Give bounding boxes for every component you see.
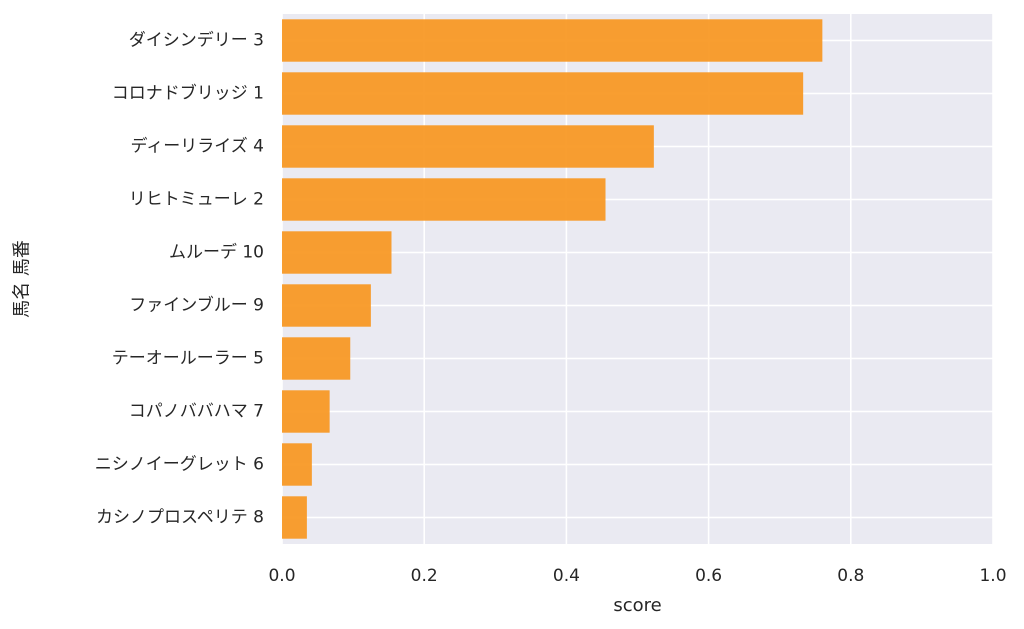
y-tick-label: ファインブルー 9 (129, 295, 264, 316)
bar (282, 72, 804, 115)
y-tick-label: コロナドブリッジ 1 (112, 83, 264, 104)
x-tick-label: 0.6 (695, 566, 722, 586)
x-axis-ticks: 0.0 0.2 0.4 0.6 0.8 1.0 (268, 566, 1006, 586)
y-tick-label: ディーリライズ 4 (130, 136, 264, 157)
bar (282, 443, 312, 486)
bar (282, 125, 654, 168)
x-tick-label: 0.4 (553, 566, 580, 586)
bars (282, 19, 823, 539)
y-tick-label: カシノプロスペリテ 8 (96, 508, 264, 528)
y-axis-title: 馬名 馬番 (12, 240, 33, 318)
y-tick-label: コパノババハマ 7 (129, 402, 264, 422)
x-tick-label: 0.8 (837, 566, 864, 586)
bar (282, 390, 330, 433)
y-tick-label: リヒトミューレ 2 (129, 190, 264, 210)
bar (282, 19, 823, 62)
y-tick-label: ニシノイーグレット 6 (95, 455, 264, 475)
x-axis-title: score (613, 595, 661, 616)
bar (282, 231, 392, 274)
y-axis-ticks: ダイシンデリー 3 コロナドブリッジ 1 ディーリライズ 4 リヒトミューレ 2 ムルー… (95, 30, 264, 528)
x-tick-label: 0.0 (268, 566, 295, 586)
y-tick-label: ムルーデ 10 (169, 242, 264, 263)
y-tick-label: ダイシンデリー 3 (129, 30, 264, 51)
bar (282, 496, 307, 539)
y-tick-label: テーオールーラー 5 (112, 349, 264, 369)
bar (282, 178, 606, 221)
x-tick-label: 1.0 (979, 566, 1006, 586)
x-tick-label: 0.2 (411, 566, 438, 586)
bar (282, 284, 371, 327)
bar (282, 337, 351, 380)
